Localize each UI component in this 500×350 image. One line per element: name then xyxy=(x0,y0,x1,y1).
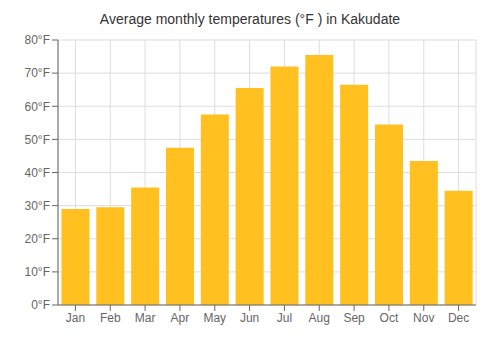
svg-text:60°F: 60°F xyxy=(25,100,50,114)
svg-text:Jun: Jun xyxy=(240,311,259,325)
svg-text:30°F: 30°F xyxy=(25,199,50,213)
svg-text:Mar: Mar xyxy=(135,311,156,325)
svg-text:Sep: Sep xyxy=(343,311,365,325)
svg-text:Jan: Jan xyxy=(66,311,85,325)
svg-text:50°F: 50°F xyxy=(25,133,50,147)
svg-text:0°F: 0°F xyxy=(31,298,50,312)
svg-text:Feb: Feb xyxy=(100,311,121,325)
svg-text:Jul: Jul xyxy=(277,311,292,325)
svg-text:Oct: Oct xyxy=(380,311,399,325)
svg-text:40°F: 40°F xyxy=(25,166,50,180)
svg-text:Apr: Apr xyxy=(171,311,190,325)
svg-text:20°F: 20°F xyxy=(25,232,50,246)
svg-text:10°F: 10°F xyxy=(25,265,50,279)
svg-text:May: May xyxy=(203,311,226,325)
svg-text:Aug: Aug xyxy=(309,311,330,325)
svg-text:Dec: Dec xyxy=(448,311,469,325)
svg-text:70°F: 70°F xyxy=(25,66,50,80)
html-text:Average monthly temperatures (: Average monthly temperatures (°F ) in Ka… xyxy=(99,11,401,27)
svg-text:80°F: 80°F xyxy=(25,33,50,47)
svg-text:Nov: Nov xyxy=(413,311,434,325)
